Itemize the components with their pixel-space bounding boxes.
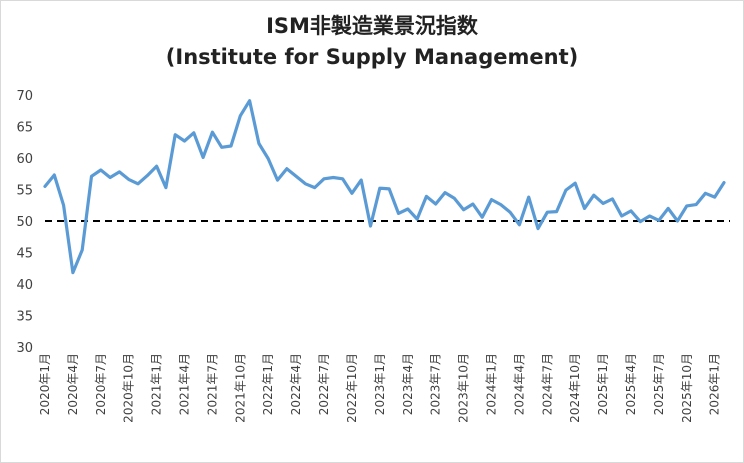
x-axis-tick-labels: 2020年1月 2020年4月 2020年7月 2020年10月 2021年1月 2021… bbox=[38, 353, 722, 423]
x-tick-label: 2021年1月 bbox=[150, 353, 164, 415]
chart-title: ISM非製造業景況指数 bbox=[266, 14, 479, 38]
x-tick-label: 2020年4月 bbox=[66, 353, 80, 415]
x-tick-label: 2023年4月 bbox=[401, 353, 415, 415]
y-tick-label: 40 bbox=[16, 278, 33, 293]
x-tick-label: 2021年7月 bbox=[205, 353, 219, 415]
y-tick-label: 30 bbox=[16, 341, 33, 356]
x-tick-label: 2025年7月 bbox=[652, 353, 666, 415]
x-tick-label: 2025年10月 bbox=[680, 353, 694, 423]
y-tick-label: 60 bbox=[16, 152, 33, 167]
y-tick-label: 70 bbox=[16, 89, 33, 104]
x-tick-label: 2024年1月 bbox=[484, 353, 498, 415]
chart-subtitle: (Institute for Supply Management) bbox=[166, 45, 578, 69]
x-tick-label: 2021年10月 bbox=[233, 353, 247, 423]
x-tick-label: 2023年1月 bbox=[373, 353, 387, 415]
x-tick-label: 2021年4月 bbox=[178, 353, 192, 415]
x-tick-label: 2023年10月 bbox=[457, 353, 471, 423]
x-tick-label: 2022年7月 bbox=[317, 353, 331, 415]
x-tick-label: 2024年7月 bbox=[540, 353, 554, 415]
x-tick-label: 2020年10月 bbox=[122, 353, 136, 423]
x-tick-label: 2024年10月 bbox=[568, 353, 582, 423]
x-tick-label: 2024年4月 bbox=[512, 353, 526, 415]
x-tick-label: 2025年4月 bbox=[624, 353, 638, 415]
y-tick-label: 35 bbox=[16, 310, 33, 325]
x-tick-label: 2022年1月 bbox=[261, 353, 275, 415]
series-line bbox=[43, 99, 726, 275]
y-axis-tick-labels: 30 35 40 45 50 55 60 65 70 bbox=[16, 89, 33, 356]
x-tick-label: 2020年7月 bbox=[94, 353, 108, 415]
y-tick-label: 55 bbox=[16, 184, 33, 199]
y-tick-label: 65 bbox=[16, 121, 33, 136]
y-tick-label: 45 bbox=[16, 247, 33, 262]
x-tick-label: 2023年7月 bbox=[429, 353, 443, 415]
x-tick-label: 2022年4月 bbox=[289, 353, 303, 415]
y-tick-label: 50 bbox=[16, 215, 33, 230]
x-tick-label: 2020年1月 bbox=[38, 353, 52, 415]
x-tick-label: 2022年10月 bbox=[345, 353, 359, 423]
x-tick-label: 2026年1月 bbox=[708, 353, 722, 415]
x-tick-label: 2025年1月 bbox=[596, 353, 610, 415]
